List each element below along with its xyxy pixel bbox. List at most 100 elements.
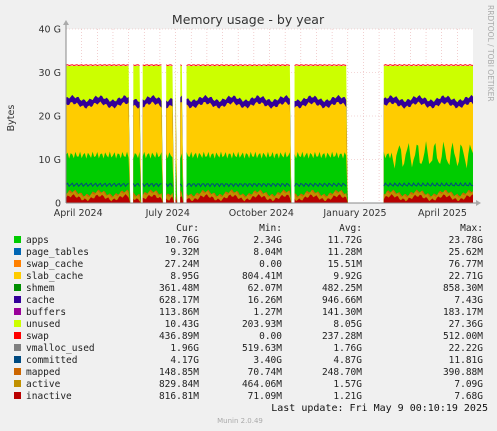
legend-value: 1.21G <box>333 391 362 402</box>
legend-value: 148.85M <box>159 367 199 378</box>
legend-column-header: Avg: <box>339 223 362 234</box>
line-swap <box>65 64 474 67</box>
legend-name-inactive: inactive <box>26 391 72 402</box>
legend-swatch-cache <box>14 296 21 303</box>
legend-value: 8.05G <box>333 319 362 330</box>
legend-name-buffers: buffers <box>26 307 66 318</box>
legend-value: 11.28M <box>328 247 363 258</box>
legend-value: 141.30M <box>322 307 362 318</box>
legend-swatch-apps <box>14 236 21 243</box>
last-update-text: Last update: Fri May 9 00:10:19 2025 <box>271 403 488 414</box>
legend-value: 8.04M <box>253 247 282 258</box>
legend-value: 237.28M <box>322 331 362 342</box>
y-axis-ticks: 0 10 G 20 G 30 G 40 G <box>39 25 61 210</box>
legend-value: 62.07M <box>248 283 283 294</box>
x-tick-label: January 2025 <box>322 208 386 219</box>
legend-swatch-unused <box>14 320 21 327</box>
legend-name-mapped: mapped <box>26 367 60 378</box>
legend-value: 1.27M <box>253 307 282 318</box>
legend-column-header: Max: <box>460 223 483 234</box>
legend-name-unused: unused <box>26 319 60 330</box>
legend-value: 1.96G <box>170 343 199 354</box>
x-axis-arrow <box>476 200 481 206</box>
legend-value: 829.84M <box>159 379 199 390</box>
y-axis-arrow <box>63 20 69 25</box>
legend-value: 464.06M <box>242 379 282 390</box>
legend-value: 27.24M <box>165 259 200 270</box>
legend-swatch-mapped <box>14 368 21 375</box>
legend-value: 7.09G <box>454 379 483 390</box>
legend-value: 23.78G <box>449 235 484 246</box>
legend-value: 628.17M <box>159 295 199 306</box>
legend-value: 2.34G <box>253 235 282 246</box>
legend-value: 76.77M <box>449 259 484 270</box>
x-tick-label: October 2024 <box>229 208 294 219</box>
legend-value: 10.43G <box>165 319 200 330</box>
legend-column-header: Min: <box>259 223 282 234</box>
legend-value: 512.00M <box>443 331 483 342</box>
legend-swatch-swap <box>14 332 21 339</box>
legend-value: 436.89M <box>159 331 199 342</box>
legend-value: 22.71G <box>449 271 484 282</box>
legend-value: 0.00 <box>259 259 282 270</box>
y-tick-label: 10 G <box>39 155 61 166</box>
legend-swatch-buffers <box>14 308 21 315</box>
x-axis-ticks: April 2024 July 2024 October 2024 January 2… <box>54 208 467 219</box>
legend-value: 71.09M <box>248 391 283 402</box>
legend-value: 946.66M <box>322 295 362 306</box>
munin-version-text: Munin 2.0.49 <box>217 417 263 425</box>
legend-value: 1.76G <box>333 343 362 354</box>
legend-value: 8.95G <box>170 271 199 282</box>
legend-value: 11.81G <box>449 355 484 366</box>
y-axis-label: Bytes <box>6 105 17 132</box>
legend-value: 7.68G <box>454 391 483 402</box>
area-apps <box>66 141 473 203</box>
legend-value: 804.41M <box>242 271 282 282</box>
x-tick-label: April 2024 <box>54 208 103 219</box>
legend-value: 519.63M <box>242 343 282 354</box>
legend-value: 361.48M <box>159 283 199 294</box>
legend-value: 10.76G <box>165 235 200 246</box>
y-tick-label: 30 G <box>39 68 61 79</box>
legend-value: 11.72G <box>328 235 363 246</box>
area-active <box>66 190 473 203</box>
y-tick-label: 20 G <box>39 112 61 123</box>
legend-name-swap_cache: swap_cache <box>26 259 83 270</box>
legend-swatch-swap_cache <box>14 260 21 267</box>
legend-swatch-inactive <box>14 392 21 399</box>
line-committed <box>65 182 474 188</box>
legend-value: 1.57G <box>333 379 362 390</box>
legend-value: 816.81M <box>159 391 199 402</box>
legend-name-shmem: shmem <box>26 283 55 294</box>
legend-value: 0.00 <box>259 331 282 342</box>
legend-name-committed: committed <box>26 355 77 366</box>
legend-name-swap: swap <box>26 331 49 342</box>
legend-swatch-slab_cache <box>14 272 21 279</box>
legend-value: 4.87G <box>333 355 362 366</box>
legend-value: 16.26M <box>248 295 283 306</box>
legend-value: 482.25M <box>322 283 362 294</box>
legend-value: 4.17G <box>170 355 199 366</box>
legend-value: 203.93M <box>242 319 282 330</box>
side-label: RRDTOOL / TOBI OETIKER <box>486 5 495 102</box>
x-tick-label: April 2025 <box>418 208 467 219</box>
legend-value: 22.22G <box>449 343 484 354</box>
legend: Cur: Min: Avg: Max: apps 10.76G 2.34G 11.72G 23.… <box>14 223 483 402</box>
legend-name-active: active <box>26 379 61 390</box>
legend-swatch-page_tables <box>14 248 21 255</box>
legend-value: 113.86M <box>159 307 199 318</box>
legend-value: 183.17M <box>443 307 483 318</box>
legend-value: 248.70M <box>322 367 362 378</box>
legend-column-header: Cur: <box>176 223 199 234</box>
legend-name-apps: apps <box>26 235 49 246</box>
legend-value: 7.43G <box>454 295 483 306</box>
legend-value: 15.51M <box>328 259 363 270</box>
y-tick-label: 0 <box>55 199 61 210</box>
legend-value: 25.62M <box>449 247 484 258</box>
legend-swatch-committed <box>14 356 21 363</box>
legend-name-page_tables: page_tables <box>26 247 89 258</box>
legend-swatch-active <box>14 380 21 387</box>
x-tick-label: July 2024 <box>145 208 190 219</box>
legend-swatch-shmem <box>14 284 21 291</box>
